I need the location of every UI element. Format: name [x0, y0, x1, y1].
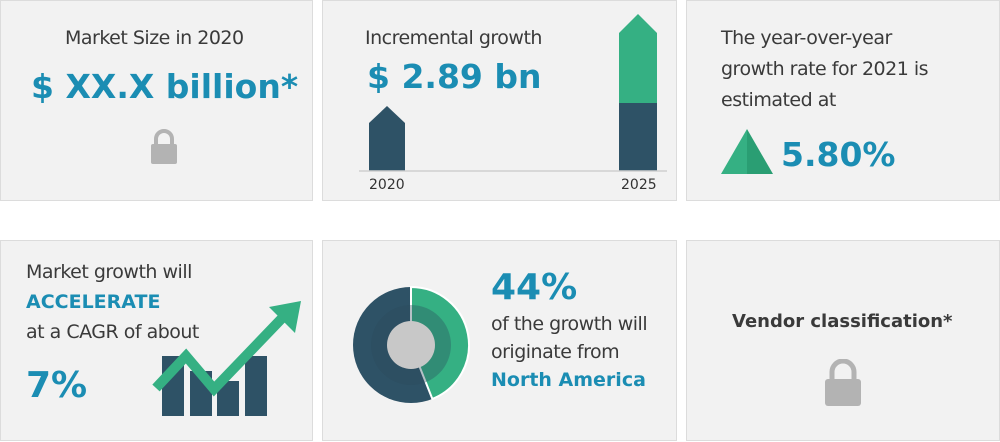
growth-chart-arrow-icon: [152, 301, 301, 416]
market-size-panel: Market Size in 2020 $ XX.X billion*: [0, 0, 313, 201]
year-2020-label: 2020: [369, 177, 405, 193]
market-size-label: Market Size in 2020: [65, 27, 244, 49]
donut-north-america-slice: [410, 285, 470, 401]
bar-2025-growth: [619, 14, 657, 103]
vendor-panel: Vendor classification*: [686, 240, 1000, 441]
incremental-bar-chart: [359, 14, 667, 172]
region-donut-chart: [353, 285, 470, 403]
region-panel: 44% of the growth will originate from No…: [322, 240, 677, 441]
region-name: North America: [491, 369, 646, 391]
yoy-growth-panel: The year-over-year growth rate for 2021 …: [686, 0, 1000, 201]
region-line-1: of the growth will: [491, 313, 648, 335]
cagr-line-3: at a CAGR of about: [26, 321, 199, 343]
market-size-value: $ XX.X billion*: [31, 67, 299, 106]
yoy-line-3: estimated at: [721, 89, 836, 111]
vendor-label: Vendor classification*: [732, 311, 953, 332]
lock-icon: [151, 129, 177, 164]
incremental-growth-panel: Incremental growth $ 2.89 bn 2020 2025: [322, 0, 677, 201]
cagr-accelerate: ACCELERATE: [26, 291, 161, 313]
yoy-line-1: The year-over-year: [721, 27, 892, 49]
yoy-line-2: growth rate for 2021 is: [721, 58, 929, 80]
cagr-value: 7%: [26, 365, 88, 406]
region-share-value: 44%: [491, 267, 578, 308]
yoy-value: 5.80%: [781, 135, 896, 174]
year-2025-label: 2025: [621, 177, 657, 193]
bar-2020: [369, 106, 405, 171]
cagr-panel: Market growth will ACCELERATE at a CAGR …: [0, 240, 313, 441]
incremental-growth-label: Incremental growth: [365, 27, 542, 49]
donut-center: [387, 321, 435, 369]
bar-2025-base: [619, 103, 657, 171]
lock-icon: [825, 359, 861, 406]
incremental-growth-value: $ 2.89 bn: [367, 57, 542, 96]
triangle-up-icon: [721, 129, 773, 174]
cagr-line-1: Market growth will: [26, 261, 192, 283]
region-line-2: originate from: [491, 341, 620, 363]
